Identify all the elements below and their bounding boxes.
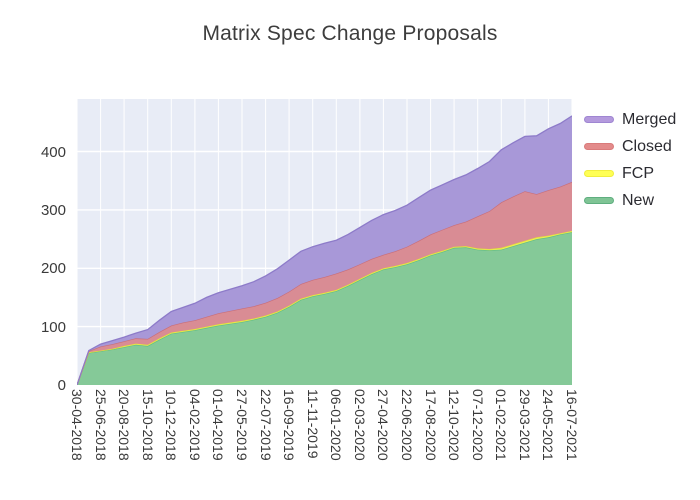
x-tick-label: 16-07-2021 — [564, 389, 580, 461]
legend-swatch-new — [584, 197, 614, 204]
y-tick-label: 400 — [40, 143, 66, 161]
x-tick-label: 29-03-2021 — [516, 389, 533, 461]
legend-label: FCP — [622, 164, 654, 182]
x-tick-label: 24-05-2021 — [540, 389, 557, 461]
legend-label: New — [622, 191, 655, 209]
area-merged — [77, 115, 572, 385]
x-tick-label: 15-10-2018 — [139, 389, 156, 461]
x-tick-label: 27-04-2020 — [375, 389, 392, 461]
x-tick-label: 22-07-2019 — [257, 389, 274, 461]
legend-swatch-fcp — [584, 170, 614, 177]
x-tick-label: 27-05-2019 — [234, 389, 250, 461]
chart-title: Matrix Spec Change Proposals — [202, 22, 498, 45]
x-tick-label: 07-12-2020 — [469, 389, 486, 461]
x-tick-label: 12-10-2020 — [446, 389, 463, 461]
x-tick-label: 06-01-2020 — [328, 389, 345, 461]
y-tick-label: 200 — [40, 260, 66, 278]
legend-item-merged[interactable]: Merged — [584, 106, 676, 133]
area-outline-merged — [77, 115, 572, 385]
x-tick-label: 20-08-2018 — [116, 389, 133, 461]
legend-item-closed[interactable]: Closed — [584, 133, 676, 160]
y-tick-label: 0 — [57, 377, 66, 394]
legend-swatch-merged — [584, 116, 614, 123]
legend-item-fcp[interactable]: FCP — [584, 160, 676, 187]
plot-area — [77, 99, 572, 385]
x-tick-label: 01-04-2019 — [210, 389, 227, 461]
x-tick-label: 25-06-2018 — [92, 389, 109, 461]
x-tick-label: 22-06-2020 — [399, 389, 415, 461]
legend: Merged Closed FCP New — [584, 106, 676, 214]
x-tick-label: 17-08-2020 — [422, 389, 439, 461]
x-tick-label: 04-02-2019 — [186, 389, 203, 461]
legend-item-new[interactable]: New — [584, 187, 676, 214]
y-tick-label: 300 — [40, 201, 66, 219]
y-tick-label: 100 — [40, 318, 66, 336]
legend-swatch-closed — [584, 143, 614, 150]
x-tick-label: 30-04-2018 — [69, 389, 85, 461]
stacked-area-chart — [77, 99, 572, 385]
x-tick-label: 10-12-2018 — [163, 389, 180, 461]
legend-label: Merged — [622, 110, 677, 128]
x-tick-label: 01-02-2021 — [493, 389, 510, 461]
x-tick-label: 11-11-2019 — [304, 389, 321, 459]
area-new — [77, 232, 572, 385]
x-tick-label: 02-03-2020 — [351, 389, 368, 461]
area-closed — [77, 181, 572, 385]
x-tick-label: 16-09-2019 — [281, 389, 298, 461]
legend-label: Closed — [622, 137, 672, 155]
